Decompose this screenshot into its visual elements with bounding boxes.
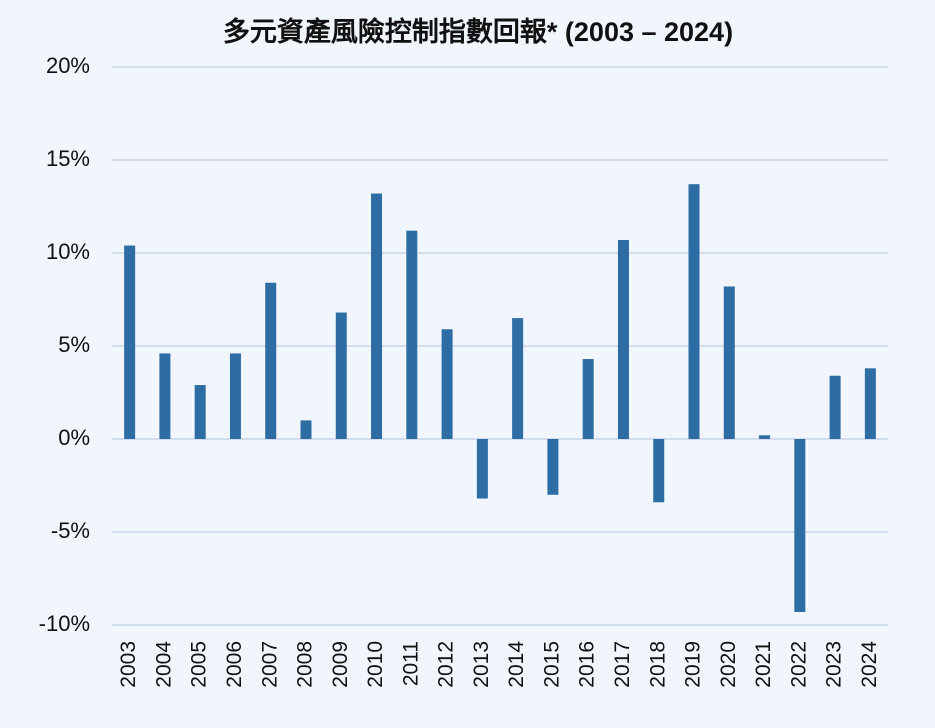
bar [371, 193, 383, 439]
x-tick-label: 2015 [540, 641, 563, 688]
x-tick-label: 2007 [258, 641, 281, 688]
bar [335, 312, 347, 439]
bar [617, 239, 629, 439]
x-tick-label: 2018 [646, 641, 669, 688]
x-tick-label: 2010 [364, 641, 387, 688]
x-tick-label: 2006 [223, 641, 246, 688]
x-tick-label: 2008 [294, 641, 317, 688]
y-tick-label: -5% [51, 518, 90, 543]
x-tick-label: 2023 [823, 641, 846, 688]
x-tick-label: 2019 [682, 641, 705, 688]
bar [759, 435, 771, 439]
bar [829, 375, 841, 439]
bar [265, 282, 277, 439]
y-tick-label: 15% [46, 146, 90, 171]
bar [864, 368, 876, 439]
x-tick-label: 2009 [329, 641, 352, 688]
bar [124, 245, 136, 439]
x-tick-label: 2012 [435, 641, 458, 688]
x-tick-label: 2016 [576, 641, 599, 688]
x-tick-label: 2021 [752, 641, 775, 688]
chart-title: 多元資產風險控制指數回報* (2003 – 2024) [223, 16, 733, 47]
bar [582, 359, 594, 439]
bar [406, 230, 418, 439]
x-tick-label: 2024 [858, 641, 881, 688]
bar [229, 353, 241, 439]
x-tick-label: 2017 [611, 641, 634, 688]
bar [512, 318, 524, 439]
x-tick-label: 2005 [188, 641, 211, 688]
bar [688, 184, 700, 439]
x-tick-label: 2004 [152, 641, 175, 688]
x-tick-label: 2020 [717, 641, 740, 688]
y-tick-label: 20% [46, 53, 90, 78]
bar [159, 353, 171, 439]
bar [653, 439, 665, 503]
y-tick-label: 10% [46, 239, 90, 264]
y-tick-label: 5% [58, 332, 90, 357]
x-tick-label: 2022 [787, 641, 810, 688]
x-tick-label: 2011 [399, 641, 422, 686]
x-tick-label: 2014 [505, 641, 528, 688]
y-tick-label: -10% [39, 611, 90, 636]
bar [476, 439, 488, 499]
y-tick-label: 0% [58, 425, 90, 450]
bar [547, 439, 559, 495]
bar [300, 420, 312, 439]
bar [723, 286, 735, 439]
bar [794, 439, 806, 612]
x-tick-label: 2013 [470, 641, 493, 688]
bar [194, 385, 206, 439]
x-tick-label: 2003 [117, 641, 140, 688]
bar [441, 329, 453, 439]
